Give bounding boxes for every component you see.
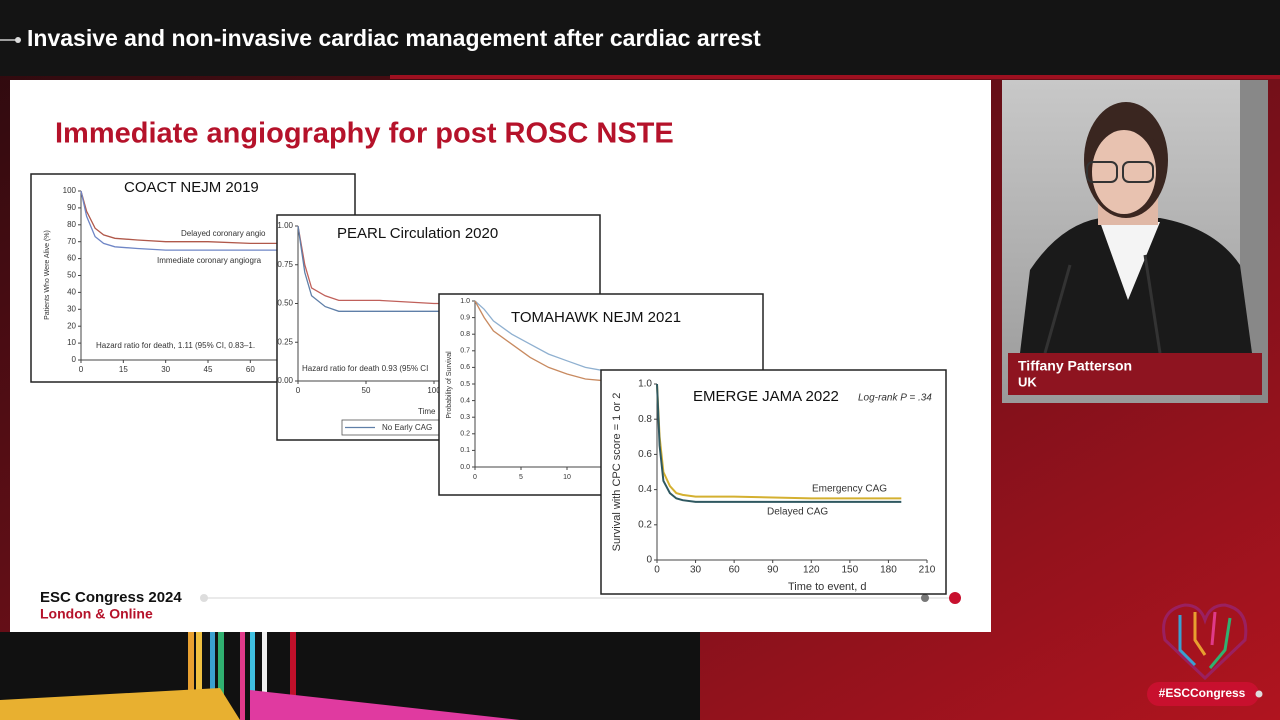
- y-tick-label: 1.0: [460, 298, 470, 305]
- y-tick-label: 0.7: [460, 348, 470, 355]
- speaker-country: UK: [1018, 374, 1037, 389]
- y-axis-label: Patients Who Were Alive (%): [44, 230, 51, 320]
- x-axis-label: Time: [418, 407, 436, 416]
- figure-panel: 0 0.2 0.4 0.6 0.8 1.0 0 30 60 90 120 150 180 210 EMERG…: [600, 369, 947, 595]
- y-tick-label: 30: [67, 304, 76, 313]
- series-label: Delayed coronary angio: [181, 229, 266, 238]
- x-tick-label: 0: [79, 365, 84, 374]
- y-tick-label: 0.0: [460, 464, 470, 471]
- footer-dot: [949, 592, 961, 604]
- header-rule: [390, 75, 1280, 79]
- y-tick-label: 0.2: [460, 431, 470, 438]
- y-tick-label: 0.4: [638, 484, 652, 495]
- panel-note: Hazard ratio for death, 1.11 (95% CI, 0.…: [96, 341, 255, 350]
- x-tick-label: 90: [767, 565, 779, 576]
- y-tick-label: 0.2: [638, 519, 652, 530]
- panel-title: TOMAHAWK NEJM 2021: [511, 309, 681, 326]
- survival-curve: [80, 190, 335, 245]
- y-axis-label: Probability of Survival: [446, 351, 453, 419]
- series-label: Emergency CAG: [812, 484, 887, 495]
- header-bar: [0, 0, 1280, 76]
- x-tick-label: 50: [362, 386, 371, 395]
- footer-location: London & Online: [40, 606, 153, 622]
- footer-congress: ESC Congress 2024: [40, 589, 182, 606]
- survival-curve: [656, 383, 902, 503]
- y-tick-label: 0.5: [460, 381, 470, 388]
- x-tick-label: 30: [161, 365, 170, 374]
- hashtag-pill[interactable]: [1147, 682, 1259, 706]
- y-tick-label: 0.50: [277, 299, 293, 308]
- y-tick-label: 0.6: [460, 364, 470, 371]
- header-dot: [15, 37, 21, 43]
- slide-title: Immediate angiography for post ROSC NSTE: [55, 118, 674, 150]
- x-tick-label: 60: [729, 565, 741, 576]
- survival-curve: [80, 190, 335, 251]
- x-tick-label: 100: [427, 386, 441, 395]
- x-tick-label: 180: [880, 565, 897, 576]
- y-tick-label: 0.8: [638, 414, 652, 425]
- y-tick-label: 1.00: [277, 221, 293, 230]
- series-label: Delayed CAG: [767, 507, 828, 518]
- x-axis-label: Time to event, d: [788, 581, 866, 593]
- y-tick-label: 60: [67, 254, 76, 263]
- y-tick-label: 100: [63, 186, 77, 195]
- x-tick-label: 60: [246, 365, 255, 374]
- y-tick-label: 90: [67, 203, 76, 212]
- y-tick-label: 70: [67, 237, 76, 246]
- x-tick-label: 0: [654, 565, 660, 576]
- y-tick-label: 0.8: [460, 331, 470, 338]
- x-tick-label: 210: [919, 565, 936, 576]
- name-plate: [1008, 353, 1262, 395]
- y-tick-label: 20: [67, 321, 76, 330]
- hashtag-dot: [1255, 690, 1263, 698]
- series-label: Immediate coronary angiogra: [157, 256, 262, 265]
- survival-curve: [297, 225, 570, 312]
- y-tick-label: 50: [67, 271, 76, 280]
- legend-label: No Early CAG: [382, 423, 432, 432]
- y-tick-label: 80: [67, 220, 76, 229]
- panel-note: Hazard ratio for death 0.93 (95% CI: [302, 364, 428, 373]
- x-tick-label: 0: [296, 386, 301, 395]
- x-tick-label: 5: [519, 474, 523, 481]
- survival-curve: [297, 225, 570, 305]
- y-tick-label: 0: [72, 355, 77, 364]
- footer-dot: [200, 594, 208, 602]
- x-tick-label: 120: [803, 565, 820, 576]
- congress-logo: [1162, 603, 1248, 681]
- y-tick-label: 0.6: [638, 449, 652, 460]
- x-tick-label: 30: [690, 565, 702, 576]
- y-tick-label: 40: [67, 288, 76, 297]
- y-tick-label: 0.1: [460, 447, 470, 454]
- panel-title: EMERGE JAMA 2022: [693, 388, 839, 405]
- y-tick-label: 0.4: [460, 397, 470, 404]
- y-tick-label: 0.25: [277, 337, 293, 346]
- y-tick-label: 0.3: [460, 414, 470, 421]
- x-tick-label: 0: [473, 474, 477, 481]
- speaker-name: Tiffany Patterson: [1018, 358, 1132, 374]
- speaker-video: [1002, 80, 1268, 403]
- x-tick-label: 45: [204, 365, 213, 374]
- y-axis-label: Survival with CPC score = 1 or 2: [611, 393, 623, 552]
- hashtag[interactable]: #ESCCongress: [1159, 686, 1246, 700]
- footer-dot: [921, 594, 929, 602]
- panel-note: Log-rank P = .34: [858, 393, 932, 404]
- x-tick-label: 15: [119, 365, 128, 374]
- y-tick-label: 0.75: [277, 260, 293, 269]
- panel-title: COACT NEJM 2019: [124, 179, 259, 196]
- header-title: Invasive and non-invasive cardiac manage…: [27, 25, 761, 51]
- decor-stripes: [0, 632, 520, 720]
- y-tick-label: 10: [67, 338, 76, 347]
- x-tick-label: 10: [563, 474, 571, 481]
- panel-title: PEARL Circulation 2020: [337, 225, 498, 242]
- y-tick-label: 0: [646, 555, 652, 566]
- y-tick-label: 1.0: [638, 379, 652, 390]
- y-tick-label: 0.00: [277, 376, 293, 385]
- y-tick-label: 0.9: [460, 314, 470, 321]
- x-tick-label: 150: [842, 565, 859, 576]
